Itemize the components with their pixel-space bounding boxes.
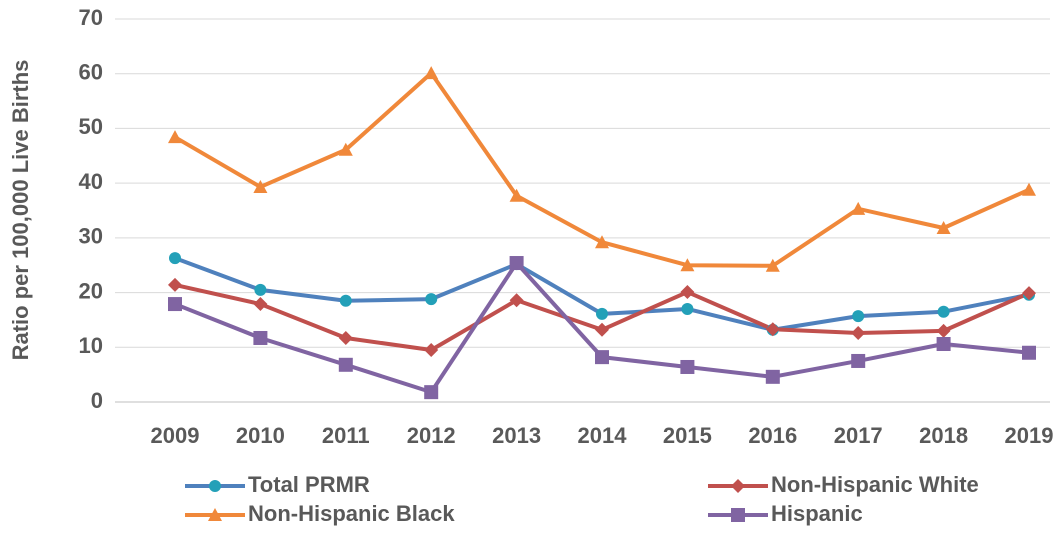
y-tick-label: 60 (79, 60, 103, 85)
legend-label: Hispanic (771, 501, 863, 526)
data-point (851, 201, 866, 215)
data-point (595, 350, 609, 365)
x-tick-label: 2014 (578, 423, 628, 448)
x-tick-label: 2010 (236, 423, 285, 448)
data-point (851, 326, 866, 341)
y-tick-label: 20 (79, 278, 103, 303)
data-point (168, 277, 182, 292)
data-point (168, 130, 182, 144)
y-tick-label: 30 (79, 224, 103, 249)
data-point (681, 302, 694, 315)
data-point (168, 297, 182, 312)
y-tick-label: 0 (91, 388, 103, 413)
y-tick-label: 70 (79, 5, 103, 30)
x-tick-label: 2009 (151, 423, 200, 448)
legend-marker (731, 508, 745, 522)
data-point (680, 285, 695, 300)
legend-marker (731, 479, 745, 493)
x-tick-label: 2017 (834, 423, 883, 448)
data-point (424, 66, 439, 80)
x-tick-label: 2012 (407, 423, 456, 448)
y-tick-label: 40 (79, 169, 103, 194)
data-point (253, 297, 268, 312)
data-point (852, 310, 865, 323)
data-point (680, 258, 695, 272)
legend-marker (209, 480, 221, 492)
x-tick-label: 2016 (748, 423, 797, 448)
x-tick-label: 2019 (1005, 423, 1054, 448)
data-point (765, 369, 780, 384)
x-tick-label: 2018 (919, 423, 968, 448)
data-point (509, 293, 524, 308)
data-point (509, 256, 524, 271)
data-point (253, 330, 268, 345)
data-point (338, 142, 353, 156)
data-point (509, 188, 524, 202)
legend-label: Total PRMR (248, 472, 370, 497)
data-point (936, 337, 951, 352)
data-point (254, 283, 267, 296)
data-point (851, 353, 866, 368)
data-point (765, 258, 780, 272)
x-tick-label: 2015 (663, 423, 712, 448)
data-point (936, 323, 951, 338)
y-tick-label: 10 (79, 333, 103, 358)
data-point (169, 252, 181, 265)
data-point (253, 179, 268, 193)
data-point (1022, 286, 1036, 301)
data-point (339, 294, 352, 307)
data-point (765, 322, 780, 337)
data-point (937, 305, 950, 318)
y-axis-label: Ratio per 100,000 Live Births (8, 60, 33, 361)
data-point (936, 221, 951, 235)
x-tick-label: 2011 (322, 423, 370, 448)
data-point (425, 293, 438, 306)
data-point (338, 357, 353, 372)
data-point (595, 235, 609, 249)
data-point (595, 322, 609, 337)
data-point (680, 359, 695, 374)
data-point (596, 307, 608, 320)
data-point (1022, 182, 1036, 196)
y-tick-label: 50 (79, 114, 103, 139)
legend-marker (208, 508, 222, 521)
data-point (424, 385, 439, 400)
data-point (424, 343, 439, 358)
legend-label: Non-Hispanic White (771, 472, 979, 497)
legend-label: Non-Hispanic Black (248, 501, 455, 526)
x-tick-label: 2013 (492, 423, 541, 448)
data-point (338, 330, 353, 345)
data-point (1022, 345, 1036, 360)
